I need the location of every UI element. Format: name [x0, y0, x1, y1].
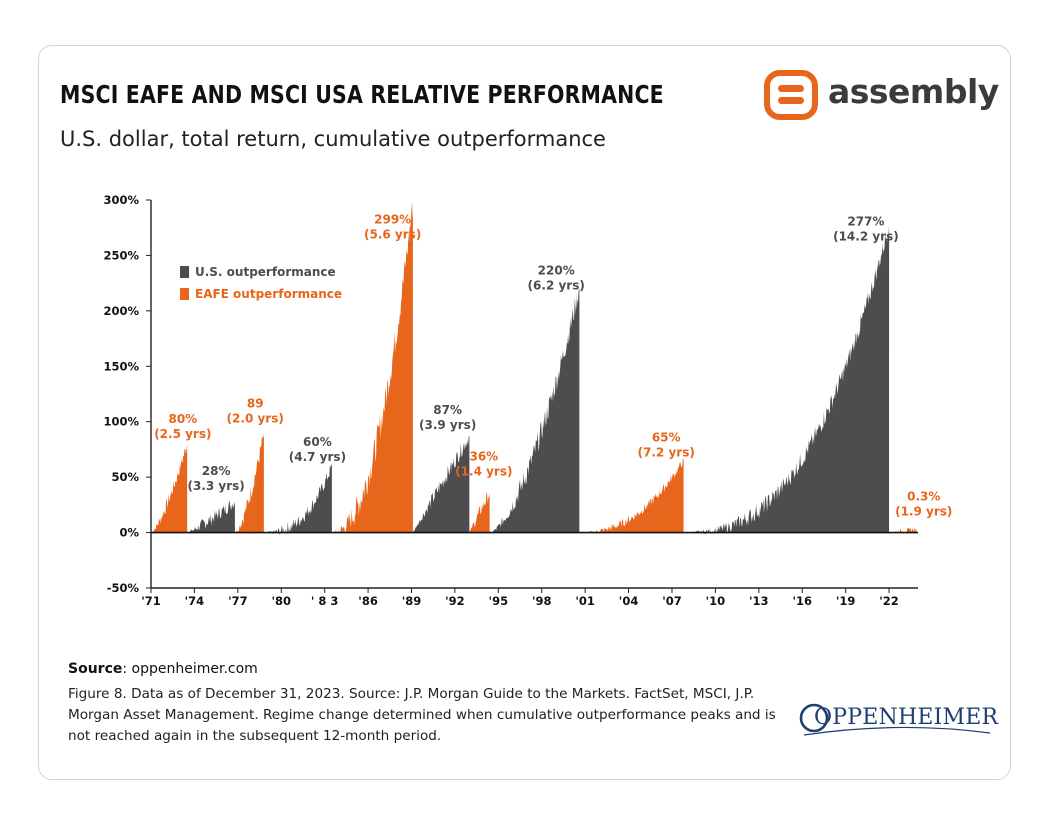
y-tick-label: 0% [119, 526, 139, 540]
assembly-logo-icon [764, 70, 818, 120]
annotation-label-10-0: 0.3% [907, 489, 940, 503]
oppenheimer-wordmark: OPPENHEIMER [814, 705, 999, 730]
figure-note: Figure 8. Data as of December 31, 2023. … [68, 686, 776, 744]
x-tick-label: '07 [662, 594, 682, 608]
x-tick-label: '19 [836, 594, 856, 608]
legend-label-1: EAFE outperformance [195, 287, 342, 301]
assembly-wordmark: assembly [828, 72, 999, 111]
us-regime-area-7 [489, 288, 580, 533]
annotation-label-1-1: (3.3 yrs) [187, 479, 244, 493]
x-tick-label: '77 [228, 594, 248, 608]
x-tick-label: '95 [489, 594, 509, 608]
x-tick-label: '13 [749, 594, 769, 608]
annotation-label-8-1: (7.2 yrs) [638, 446, 695, 460]
annotation-label-4-1: (5.6 yrs) [364, 227, 421, 241]
us-regime-area-3 [263, 463, 332, 536]
chart-title: MSCI EAFE AND MSCI USA RELATIVE PERFORMA… [60, 80, 664, 109]
annotation-label-5-1: (3.9 yrs) [419, 418, 476, 432]
oppenheimer-logo: OPPENHEIMER [798, 703, 998, 743]
y-tick-label: 150% [103, 359, 139, 373]
x-tick-label: '86 [358, 594, 378, 608]
annotation-label-3-1: (4.7 yrs) [289, 450, 346, 464]
annotation-label-9-1: (14.2 yrs) [833, 229, 899, 243]
x-tick-label: '74 [185, 594, 205, 608]
legend-swatch-0 [180, 266, 189, 278]
annotation-label-0-1: (2.5 yrs) [154, 427, 211, 441]
annotation-label-3-0: 60% [303, 435, 332, 449]
source-value: : oppenheimer.com [122, 661, 258, 677]
y-tick-label: 300% [103, 193, 139, 207]
y-tick-label: 100% [103, 415, 139, 429]
annotation-label-5-0: 87% [433, 403, 462, 417]
legend-label-0: U.S. outperformance [195, 265, 336, 279]
annotation-label-8-0: 65% [652, 431, 681, 445]
x-tick-label: '98 [532, 594, 552, 608]
x-tick-label: '16 [792, 594, 812, 608]
eafe-regime-area-4 [331, 201, 413, 534]
eafe-regime-area-2 [234, 433, 264, 533]
y-tick-label: 250% [103, 248, 139, 262]
annotation-label-7-0: 220% [538, 263, 575, 277]
annotation-label-10-1: (1.9 yrs) [895, 504, 952, 518]
x-tick-label: '92 [445, 594, 465, 608]
y-tick-label: 50% [111, 470, 139, 484]
annotation-label-2-0: 89 [247, 396, 264, 410]
annotation-label-6-1: (1.4 yrs) [455, 465, 512, 479]
chart-subtitle: U.S. dollar, total return, cumulative ou… [60, 127, 606, 151]
y-tick-label: 200% [103, 304, 139, 318]
x-tick-label: '22 [879, 594, 899, 608]
us-regime-area-1 [187, 501, 235, 533]
eafe-regime-area-8 [579, 457, 684, 534]
us-regime-area-9 [683, 225, 890, 535]
source-label: Source [68, 661, 123, 677]
annotation-label-4-0: 299% [374, 212, 411, 226]
oppenheimer-logo-icon [799, 703, 991, 736]
x-tick-label: '10 [706, 594, 726, 608]
x-tick-label: '89 [402, 594, 422, 608]
annotation-label-7-1: (6.2 yrs) [528, 278, 585, 292]
annotation-label-0-0: 80% [168, 412, 197, 426]
x-tick-label: '80 [271, 594, 291, 608]
us-regime-area-5 [412, 436, 470, 533]
legend-swatch-1 [180, 288, 189, 300]
eafe-regime-area-6 [469, 491, 490, 533]
x-tick-label: '04 [619, 594, 639, 608]
annotation-label-9-0: 277% [847, 214, 884, 228]
source-line: Source: oppenheimer.com [68, 661, 258, 677]
x-tick-label: '01 [575, 594, 595, 608]
assembly-logo: assembly [764, 70, 999, 122]
eafe-regime-area-0 [151, 443, 188, 533]
annotation-label-2-1: (2.0 yrs) [227, 411, 284, 425]
x-tick-label: ' 8 3 [311, 594, 339, 608]
annotation-label-1-0: 28% [202, 464, 231, 478]
annotation-label-6-0: 36% [469, 450, 498, 464]
x-tick-label: '71 [141, 594, 161, 608]
y-tick-label: -50% [107, 581, 140, 595]
